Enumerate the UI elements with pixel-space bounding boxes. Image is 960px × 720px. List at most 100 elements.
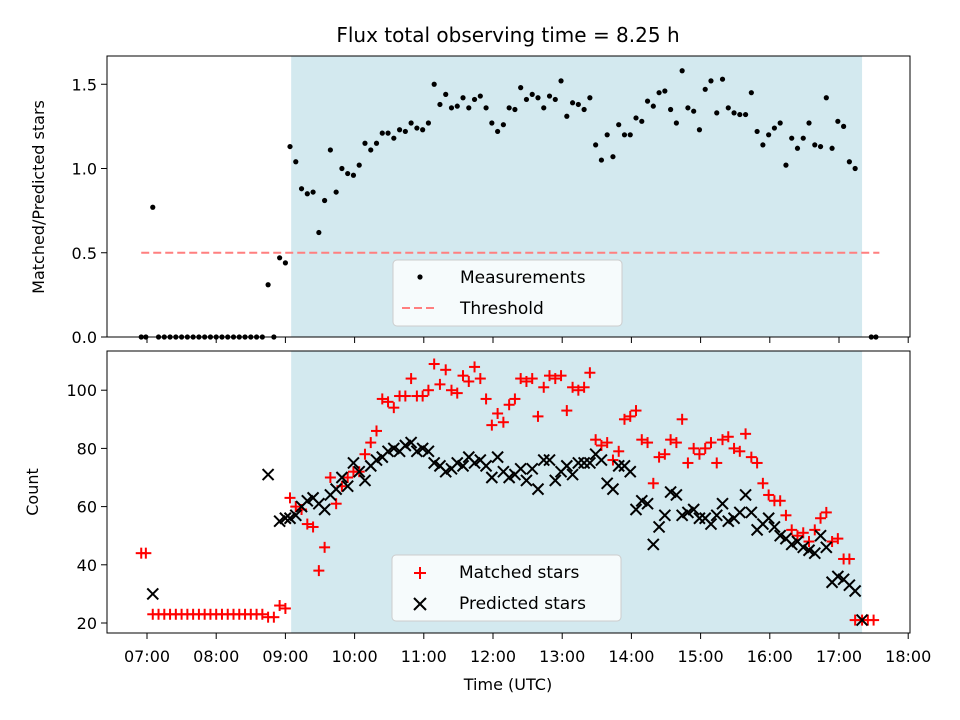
measurement-point: [460, 95, 466, 101]
x-tick-label: 15:00: [678, 647, 724, 666]
predicted-star-point: [479, 459, 493, 473]
measurement-point: [489, 120, 495, 126]
matched-star-point: [613, 445, 625, 457]
top-y-axis-label: Matched/Predicted stars: [29, 100, 48, 294]
predicted-star-point: [814, 529, 827, 542]
matched-star-point: [382, 396, 394, 408]
bottom-y-axis-label: Count: [23, 468, 42, 516]
matched-star-point: [636, 434, 648, 446]
measurement-point: [644, 98, 651, 104]
predicted-star-point: [629, 503, 643, 516]
matched-star-point: [428, 358, 440, 370]
top-panel: 0.0 0.5 1.0 1.5 Flux total observing time =…: [29, 23, 911, 347]
predicted-star-point: [485, 471, 499, 484]
bottom-y-ticks: 20 40 60 80 100: [66, 381, 107, 633]
predicted-star-point: [289, 509, 302, 522]
matched-star-point: [699, 442, 711, 454]
measurement-point: [298, 186, 305, 192]
measurement-point: [282, 260, 288, 266]
measurement-point: [500, 122, 506, 128]
predicted-star-point: [572, 456, 585, 470]
predicted-star-point: [358, 474, 372, 487]
predicted-star-point: [745, 506, 758, 519]
matched-star-point: [734, 445, 746, 457]
matched-star-point: [642, 437, 654, 449]
predicted-star-point: [353, 465, 366, 478]
matched-star-point: [820, 506, 832, 518]
matched-star-point: [763, 489, 775, 501]
matched-star-point: [757, 477, 769, 489]
matched-star-point: [665, 434, 677, 446]
predicted-star-point: [279, 512, 292, 525]
measurement-point: [408, 120, 414, 126]
matched-star-point: [728, 442, 740, 454]
measurement-point: [385, 130, 391, 136]
matched-star-point: [526, 373, 538, 385]
measurement-point: [518, 85, 524, 91]
measurement-point: [535, 95, 541, 101]
predicted-star-point: [820, 541, 833, 554]
measurement-point: [483, 105, 489, 111]
measurement-point: [789, 135, 795, 141]
matched-star-point: [417, 390, 429, 402]
predicted-star-point: [329, 482, 343, 496]
matched-star-point: [682, 457, 694, 469]
measurement-point: [742, 111, 749, 118]
predicted-star-point: [543, 453, 556, 467]
measurement-point: [287, 143, 293, 150]
predicted-star-point: [531, 482, 545, 496]
measurement-point: [322, 197, 328, 204]
measurement-point: [552, 96, 558, 103]
measurement-point: [702, 86, 708, 92]
matched-star-point: [279, 602, 291, 614]
measurement-point: [448, 105, 455, 111]
measurement-point: [817, 143, 824, 150]
measurement-point: [794, 145, 801, 151]
measurement-point: [277, 255, 283, 261]
y-tick-label: 0.5: [72, 244, 97, 263]
matched-star-point: [313, 565, 325, 577]
predicted-star-point: [347, 456, 360, 470]
predicted-star-point: [520, 474, 533, 487]
legend-predicted-label: Predicted stars: [459, 594, 586, 614]
measurement-point: [714, 110, 720, 116]
predicted-star-point: [456, 459, 470, 473]
matched-star-point: [486, 419, 498, 431]
top-plot-frame: [106, 55, 911, 338]
matched-star-point: [561, 405, 573, 417]
predicted-star-point: [335, 471, 349, 484]
x-tick-label: 08:00: [193, 647, 239, 666]
measurement-point: [368, 147, 374, 153]
measurement-point: [835, 118, 841, 124]
measurement-point: [437, 101, 443, 108]
measurement-point: [150, 204, 156, 210]
predicted-star-point: [762, 512, 775, 525]
top-legend-box: [392, 259, 623, 327]
bottom-legend-box: [391, 554, 622, 622]
measurement-point: [593, 142, 599, 148]
measurement-point: [466, 105, 472, 111]
measurement-point: [668, 106, 674, 113]
predicted-star-point: [595, 453, 608, 467]
matched-star-point: [469, 361, 481, 373]
measurement-point: [737, 111, 743, 118]
matched-star-point: [256, 608, 268, 620]
legend-measurements-marker: [417, 274, 423, 280]
predicted-star-point: [647, 538, 660, 551]
predicted-stars-points: [146, 436, 869, 627]
measurement-point: [339, 165, 345, 172]
measurement-point: [443, 91, 449, 97]
predicted-star-point: [566, 468, 579, 481]
measurement-point: [621, 132, 628, 138]
matched-star-point: [659, 448, 671, 460]
predicted-star-point: [549, 474, 562, 487]
matched-star-point: [434, 378, 446, 390]
measurement-point: [431, 81, 437, 87]
matched-star-point: [555, 370, 567, 382]
matched-star-point: [843, 553, 855, 565]
matched-star-point: [676, 413, 688, 425]
measurement-point: [495, 128, 501, 135]
x-tick-label: 07:00: [124, 647, 170, 666]
predicted-star-point: [537, 453, 550, 467]
